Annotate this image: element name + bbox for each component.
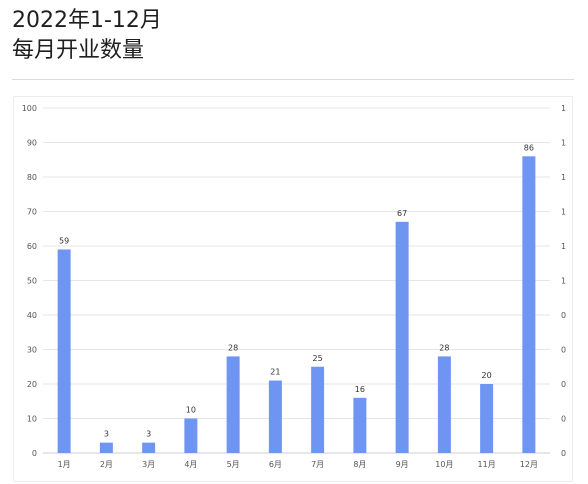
bar	[522, 156, 536, 454]
bar	[99, 442, 113, 453]
title-divider	[12, 79, 574, 80]
chart-title: 2022年1-12月 每月开业数量	[12, 6, 162, 66]
data-label: 20	[482, 371, 492, 380]
y2-tick-label: 1	[561, 277, 566, 286]
x-tick-label: 2月	[100, 460, 113, 469]
x-tick-label: 1月	[58, 460, 71, 469]
data-label: 21	[270, 368, 280, 377]
bar	[353, 397, 367, 453]
data-label: 28	[228, 343, 238, 352]
y-tick-label: 50	[27, 277, 37, 286]
y-tick-label: 30	[27, 346, 37, 355]
x-tick-label: 8月	[353, 460, 366, 469]
data-label: 25	[313, 354, 323, 363]
y2-tick-label: 1	[561, 208, 566, 217]
y-tick-label: 0	[32, 449, 37, 458]
data-label: 86	[524, 143, 534, 152]
y-tick-label: 90	[27, 139, 37, 148]
y2-tick-label: 0	[561, 449, 566, 458]
x-tick-label: 12月	[520, 460, 538, 469]
x-tick-label: 5月	[227, 460, 240, 469]
y2-tick-label: 0	[561, 415, 566, 424]
x-tick-label: 7月	[311, 460, 324, 469]
data-label: 3	[146, 430, 151, 439]
chart-title-line-1: 2022年1-12月	[12, 8, 162, 33]
x-tick-label: 10月	[435, 460, 453, 469]
x-tick-label: 6月	[269, 460, 282, 469]
y-tick-label: 70	[27, 208, 37, 217]
bar	[480, 384, 494, 453]
bar	[437, 356, 451, 453]
y-tick-label: 80	[27, 173, 37, 182]
data-label: 67	[397, 209, 407, 218]
y2-tick-label: 0	[561, 380, 566, 389]
y-tick-label: 100	[22, 104, 37, 113]
x-tick-label: 4月	[184, 460, 197, 469]
y2-tick-label: 1	[561, 242, 566, 251]
x-tick-label: 9月	[396, 460, 409, 469]
data-label: 28	[439, 343, 449, 352]
y-tick-label: 40	[27, 311, 37, 320]
data-label: 10	[186, 406, 196, 415]
chart-title-line-2: 每月开业数量	[12, 38, 145, 63]
y2-tick-label: 1	[561, 173, 566, 182]
data-label: 3	[104, 430, 109, 439]
y2-tick-label: 0	[561, 346, 566, 355]
y-tick-label: 20	[27, 380, 37, 389]
y2-tick-label: 0	[561, 311, 566, 320]
x-tick-label: 3月	[142, 460, 155, 469]
bar	[268, 380, 282, 453]
chart-frame	[13, 96, 573, 482]
bar	[57, 249, 71, 453]
bar	[395, 221, 409, 453]
y-tick-label: 10	[27, 415, 37, 424]
y2-tick-label: 1	[561, 104, 566, 113]
data-label: 59	[59, 236, 69, 245]
data-label: 16	[355, 385, 365, 394]
bar	[142, 442, 156, 453]
bar	[184, 418, 198, 453]
bar	[311, 366, 325, 453]
x-tick-label: 11月	[478, 460, 496, 469]
y2-tick-label: 1	[561, 139, 566, 148]
y-tick-label: 60	[27, 242, 37, 251]
bar	[226, 356, 240, 453]
